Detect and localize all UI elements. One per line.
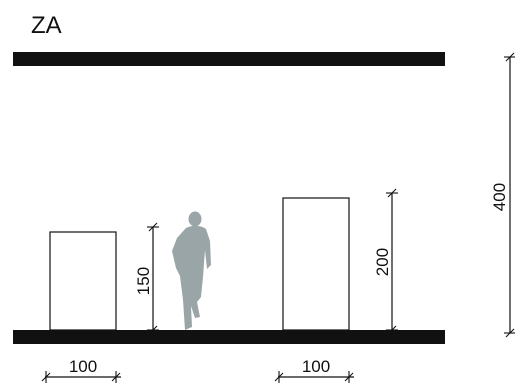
right-height-label: 200 — [373, 248, 392, 276]
right-width-label: 100 — [302, 357, 330, 376]
top-slab — [13, 52, 445, 66]
right-block — [282, 197, 350, 331]
right-height-dimension — [386, 188, 398, 335]
total-height-label: 400 — [490, 183, 509, 211]
diagram-title: ZA — [31, 12, 62, 39]
left-width-dimension — [41, 371, 121, 383]
right-width-dimension — [274, 371, 354, 383]
left-height-label: 150 — [134, 267, 153, 295]
left-block — [49, 231, 117, 331]
bottom-slab — [13, 330, 445, 344]
left-width-label: 100 — [69, 357, 97, 376]
person-silhouette-icon — [172, 211, 211, 330]
left-height-dimension — [147, 222, 159, 335]
total-height-dimension — [504, 52, 515, 338]
